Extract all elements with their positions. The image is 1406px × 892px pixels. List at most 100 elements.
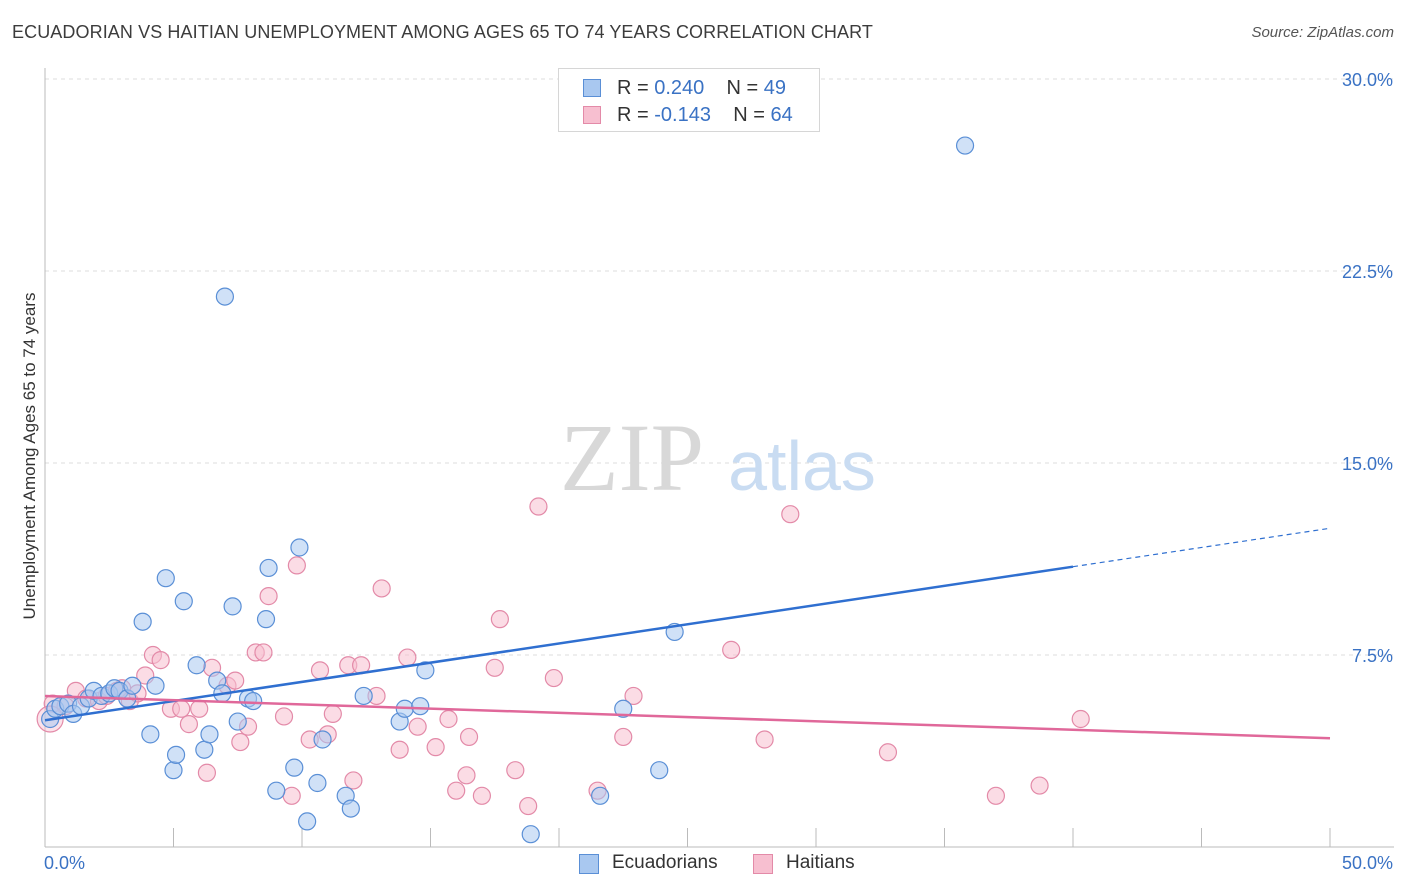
haitian-point (614, 727, 633, 747)
ecuadorians-n-value: 49 (763, 77, 787, 99)
ecuadorian-point (354, 686, 373, 706)
ecuadorian-point (195, 740, 214, 759)
haitian-point (390, 740, 409, 759)
ecuadorian-point (156, 569, 175, 588)
haitians-r-value: -0.143 (654, 104, 711, 126)
ecuadorian-point (313, 730, 332, 749)
haitians-swatch (583, 106, 601, 124)
ecuadorian-point (200, 725, 219, 744)
ecuadorian-point (164, 761, 183, 780)
haitian-point (781, 505, 800, 524)
y-tick-label: 30.0% (1342, 70, 1393, 90)
ecuadorian-point (166, 745, 186, 764)
haitians-r-label: R = (617, 104, 655, 126)
haitian-point (519, 796, 538, 816)
ecuadorian-point (146, 676, 165, 695)
haitian-point (722, 640, 741, 659)
haitian-point (197, 763, 217, 782)
ecuadorian-point (133, 612, 152, 631)
ecuadorian-point (650, 761, 669, 780)
haitian-point (1071, 709, 1090, 729)
ecuadorian-point (591, 786, 610, 805)
haitian-point (878, 743, 898, 762)
haitian-point (408, 717, 427, 736)
ecuadorian-point (416, 661, 435, 680)
haitian-point (490, 610, 509, 629)
ecuadorian-point (174, 592, 193, 611)
x-tick-label: 50.0% (1342, 853, 1393, 873)
haitian-point (282, 786, 301, 805)
haitian-point (755, 730, 774, 749)
ecuadorians-n-label: N = (726, 77, 764, 99)
haitian-point (398, 648, 417, 667)
haitian-point (472, 786, 491, 805)
haitian-point (372, 579, 391, 598)
ecuadorians-points (41, 136, 975, 844)
haitian-point (1030, 776, 1049, 795)
haitian-point (986, 786, 1006, 805)
ecuadorian-point (141, 725, 160, 744)
haitians-trend-line (44, 694, 1331, 740)
haitian-point (459, 727, 479, 747)
haitian-point (426, 738, 445, 757)
ecuadorian-point (298, 812, 317, 831)
watermark-atlas: atlas (728, 427, 876, 505)
ecuadorians-legend-swatch (579, 854, 599, 874)
ecuadorians-r-value: 0.240 (654, 77, 705, 99)
haitians-legend-swatch (753, 854, 773, 874)
y-tick-label: 15.0% (1342, 454, 1393, 474)
haitians-n-label: N = (733, 104, 771, 126)
haitian-point (624, 686, 643, 706)
haitian-point (544, 668, 563, 688)
ecuadorian-point (215, 287, 234, 306)
correlation-legend: R = 0.240 N = 49 R = -0.143 N = 64 (558, 68, 820, 132)
chart-title: ECUADORIAN VS HAITIAN UNEMPLOYMENT AMONG… (12, 22, 874, 42)
haitian-point (457, 766, 476, 785)
haitian-point (529, 497, 548, 516)
ecuadorian-point (259, 558, 278, 578)
haitian-point (226, 671, 245, 690)
haitian-point (274, 707, 294, 726)
haitian-point (190, 699, 209, 718)
haitian-point (179, 715, 199, 734)
haitian-point (259, 587, 278, 606)
source-label: Source: ZipAtlas.com (1251, 24, 1394, 41)
tick-labels: 7.5% 15.0% 22.5% 30.0% 0.0% 50.0% (44, 70, 1393, 873)
ecuadorians-trend-extension (1072, 527, 1331, 568)
ecuadorian-point (267, 781, 286, 800)
trend-lines (44, 527, 1331, 740)
ecuadorian-point (955, 136, 975, 155)
haitian-point (231, 732, 250, 752)
haitians-legend-label: Haitians (786, 852, 855, 873)
ecuadorian-point (285, 758, 304, 777)
ecuadorians-swatch (583, 79, 601, 97)
ecuadorian-point (187, 656, 206, 675)
haitian-point (447, 781, 466, 800)
ecuadorian-point (341, 799, 360, 818)
haitians-points (36, 497, 1090, 816)
haitian-point (310, 661, 330, 680)
watermark-zip: ZIP (560, 404, 704, 511)
ecuadorian-point (228, 712, 247, 731)
ecuadorian-point (290, 538, 309, 557)
ecuadorians-legend-label: Ecuadorians (612, 852, 718, 873)
haitian-point (439, 709, 458, 729)
ecuadorians-trend-line (44, 565, 1074, 722)
y-tick-label: 22.5% (1342, 262, 1393, 282)
ecuadorian-point (256, 610, 276, 629)
ecuadorians-r-label: R = (617, 77, 655, 99)
ecuadorian-point (308, 773, 327, 793)
haitian-point (344, 771, 363, 790)
ecuadorian-point (123, 676, 142, 695)
ecuadorian-point (614, 699, 633, 718)
haitian-point (506, 761, 525, 780)
grid-lines (45, 78, 1394, 656)
haitian-point (287, 556, 306, 575)
y-axis-label: Unemployment Among Ages 65 to 74 years (20, 292, 39, 620)
haitian-point (172, 699, 191, 718)
ecuadorian-point (521, 825, 540, 844)
haitian-point (485, 658, 504, 677)
haitian-point (323, 704, 342, 723)
haitians-n-value: 64 (770, 104, 793, 126)
